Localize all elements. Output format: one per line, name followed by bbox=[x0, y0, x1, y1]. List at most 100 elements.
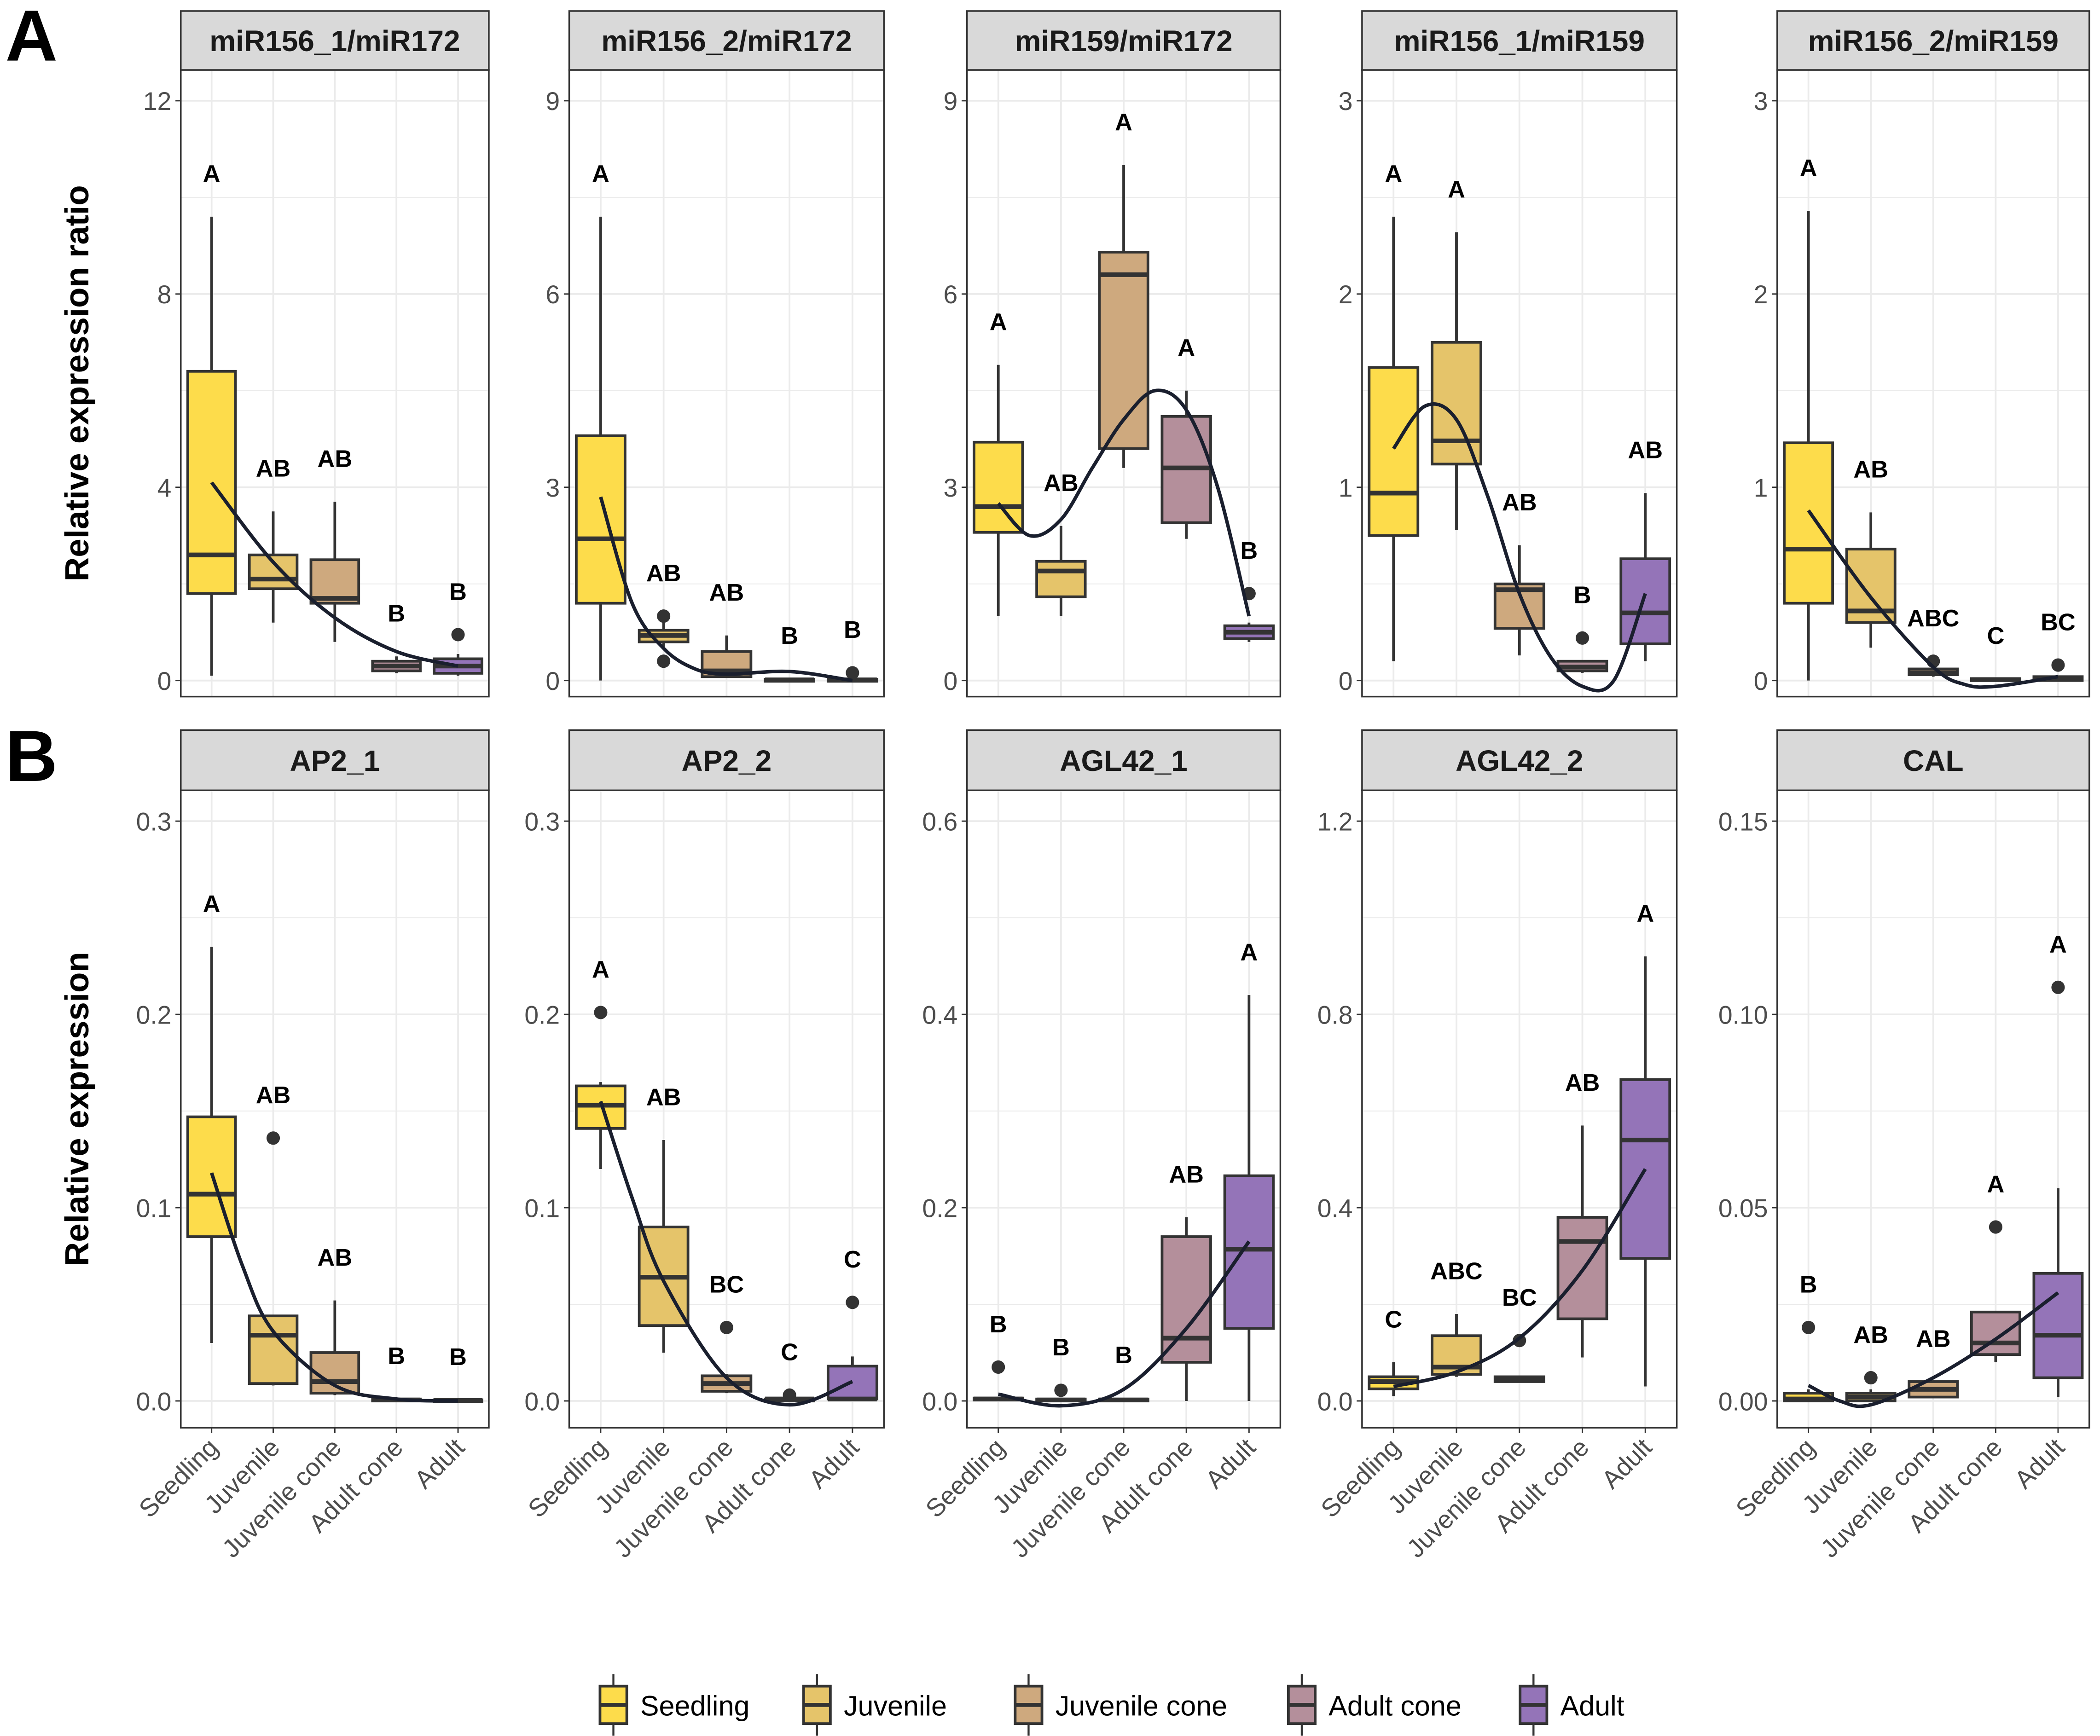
y-tick-label: 2 bbox=[1754, 280, 1768, 309]
facet-strip bbox=[1776, 10, 2090, 71]
outlier-point bbox=[1864, 1371, 1878, 1385]
box-juvenile: AB bbox=[248, 456, 299, 623]
outlier-point bbox=[846, 1296, 859, 1309]
legend-label: Adult cone bbox=[1328, 1690, 1462, 1722]
significance-letter: AB bbox=[1628, 437, 1663, 464]
outlier-point bbox=[783, 1388, 796, 1402]
y-tick-label: 0.05 bbox=[1718, 1194, 1768, 1222]
box-juvenile-cone: BC bbox=[701, 1272, 753, 1394]
significance-letter: A bbox=[1385, 161, 1402, 187]
y-tick-label: 0.2 bbox=[524, 1001, 560, 1029]
significance-letter: A bbox=[1800, 155, 1817, 182]
facet-title: miR156_1/miR172 bbox=[209, 24, 460, 58]
significance-letter: B bbox=[781, 623, 798, 649]
box bbox=[1970, 1310, 2021, 1356]
box-adult-cone: AB bbox=[1556, 1070, 1608, 1358]
y-tick-label: 1 bbox=[1339, 474, 1353, 502]
y-tick-label: 0.4 bbox=[1317, 1194, 1353, 1222]
box-adult-cone: AB bbox=[1160, 1161, 1212, 1401]
significance-letter: C bbox=[844, 1246, 861, 1273]
y-tick-label: 0.2 bbox=[922, 1194, 957, 1222]
box-seedling: B bbox=[1783, 1272, 1834, 1402]
legend-item-seedling: Seedling bbox=[598, 1674, 750, 1736]
outlier-point bbox=[657, 609, 671, 623]
outlier-point bbox=[846, 666, 859, 680]
box-juvenile: AB bbox=[1845, 457, 1897, 648]
legend-label: Seedling bbox=[640, 1690, 750, 1722]
significance-letter: A bbox=[2049, 932, 2067, 958]
significance-letter: C bbox=[1987, 623, 2004, 649]
y-tick-label: 0.10 bbox=[1718, 1001, 1768, 1029]
significance-letter: A bbox=[592, 956, 609, 983]
trend-curve bbox=[997, 388, 1251, 617]
panel-label-a: A bbox=[6, 0, 58, 76]
significance-letter: AB bbox=[646, 560, 681, 587]
panel-agl42-1: 0.00.20.40.6BB BABAAGL42_1SeedlingJuvenil… bbox=[920, 729, 1282, 1563]
y-tick-label: 0.0 bbox=[524, 1387, 560, 1416]
facet-title: CAL bbox=[1903, 744, 1964, 777]
significance-letter: BC bbox=[709, 1272, 744, 1298]
y-tick-label: 0.00 bbox=[1718, 1387, 1768, 1416]
significance-letter: C bbox=[1385, 1306, 1402, 1333]
panel-label-b: B bbox=[6, 716, 58, 797]
box bbox=[309, 558, 360, 605]
box-adult-cone: B bbox=[764, 623, 816, 683]
significance-letter: ABC bbox=[1907, 605, 1959, 632]
box bbox=[1223, 1174, 1275, 1330]
y-tick-label: 0.15 bbox=[1718, 808, 1768, 836]
box bbox=[1368, 366, 1420, 537]
legend: Seedling Juvenile Juvenile cone Adult cone A… bbox=[598, 1674, 1624, 1736]
box-adult: A bbox=[1619, 900, 1671, 1387]
facet-title: AGL42_2 bbox=[1456, 744, 1583, 777]
y-tick-label: 0.1 bbox=[524, 1194, 560, 1222]
panel-mir156-1-mir159: 0 1 2 3 A A AB B AB miR156_1/miR159 bbox=[1339, 10, 1678, 698]
y-tick-label: 0.8 bbox=[1317, 1001, 1353, 1029]
trend-curve bbox=[599, 496, 853, 683]
y-tick-label: 0.6 bbox=[922, 808, 957, 836]
significance-letter: B bbox=[1052, 1334, 1070, 1361]
box-adult-cone: B bbox=[1556, 582, 1608, 673]
y-tick-label: 2 bbox=[1339, 280, 1353, 309]
box-juvenile: AB bbox=[638, 560, 690, 668]
outlier-point bbox=[1802, 1320, 1816, 1334]
y-tick-label: 0.0 bbox=[922, 1387, 957, 1416]
box-adult: BC bbox=[2032, 609, 2084, 682]
facet-strip bbox=[966, 729, 1282, 791]
x-tick-label: Adult bbox=[2009, 1433, 2070, 1494]
significance-letter: B bbox=[1115, 1342, 1132, 1369]
box-adult-cone: C bbox=[764, 1339, 816, 1403]
outlier-point bbox=[992, 1360, 1005, 1374]
facet-title: miR156_2/miR159 bbox=[1808, 24, 2059, 58]
facet-strip bbox=[1361, 10, 1678, 71]
trend-curve bbox=[599, 1100, 853, 1407]
y-tick-label: 0.3 bbox=[524, 808, 560, 836]
x-tick-label: Adult bbox=[1200, 1433, 1261, 1494]
box-juvenile-cone: B bbox=[1098, 1342, 1149, 1403]
y-tick-label: 9 bbox=[943, 87, 957, 116]
outlier-point bbox=[594, 1006, 608, 1019]
box-adult: AB bbox=[1619, 437, 1671, 661]
y-tick-label: 0 bbox=[545, 667, 560, 695]
outlier-point bbox=[719, 1320, 733, 1334]
significance-letter: A bbox=[1448, 176, 1465, 203]
box-adult: B bbox=[1223, 538, 1275, 642]
facet-title: AP2_1 bbox=[290, 744, 380, 777]
facet-strip bbox=[1361, 729, 1678, 791]
box bbox=[1556, 1216, 1608, 1320]
legend-label: Adult bbox=[1560, 1690, 1624, 1722]
significance-letter: B bbox=[990, 1311, 1007, 1338]
trend-curve bbox=[1392, 402, 1647, 693]
box-adult-cone: A bbox=[1160, 335, 1212, 539]
box bbox=[1160, 1235, 1212, 1364]
legend-item-juvenile: Juvenile bbox=[802, 1674, 947, 1736]
outlier-point bbox=[1989, 1220, 2002, 1234]
box-juvenile: AB bbox=[1845, 1322, 1897, 1402]
box-juvenile: A bbox=[1431, 176, 1482, 530]
significance-letter: A bbox=[1636, 900, 1654, 927]
trend-curve bbox=[210, 1172, 458, 1403]
outlier-point bbox=[657, 654, 671, 668]
y-tick-label: 0 bbox=[157, 667, 172, 695]
